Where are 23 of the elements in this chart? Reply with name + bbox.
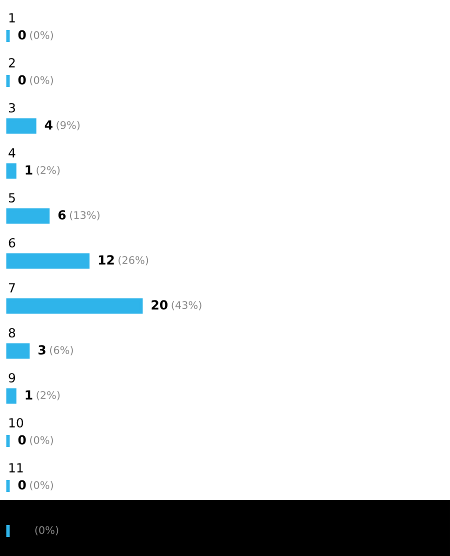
y-tick-label: 4 bbox=[8, 148, 16, 158]
y-tick-label: 6 bbox=[8, 238, 16, 248]
y-tick-label: 3 bbox=[8, 103, 15, 113]
y-tick-label: 8 bbox=[8, 328, 16, 338]
y-tick-label: 7 bbox=[9, 283, 15, 292]
data-label: 1 (2%) bbox=[26, 165, 60, 176]
data-label: 0 (0%) bbox=[18, 480, 53, 490]
data-label: 0 (0%) bbox=[18, 30, 53, 40]
data-label: 20 (43%) bbox=[152, 300, 202, 310]
data-label: 3 (6%) bbox=[38, 345, 73, 356]
y-tick-label: 10 bbox=[9, 418, 24, 428]
y-tick-label: 1 bbox=[9, 13, 15, 22]
y-tick-label: 11 bbox=[9, 463, 23, 472]
data-label: 4 (9%) bbox=[44, 120, 80, 130]
y-tick-label: 5 bbox=[8, 193, 15, 203]
y-tick-label: 9 bbox=[8, 373, 16, 383]
data-label: (0%) bbox=[35, 526, 58, 536]
data-label: 0 (0%) bbox=[18, 75, 53, 86]
y-tick-label: 2 bbox=[8, 58, 15, 68]
data-label: 6 (13%) bbox=[58, 210, 100, 220]
data-label: 0 (0%) bbox=[18, 435, 53, 446]
data-label: 1 (2%) bbox=[26, 390, 60, 400]
data-label: 12 (26%) bbox=[98, 255, 148, 266]
